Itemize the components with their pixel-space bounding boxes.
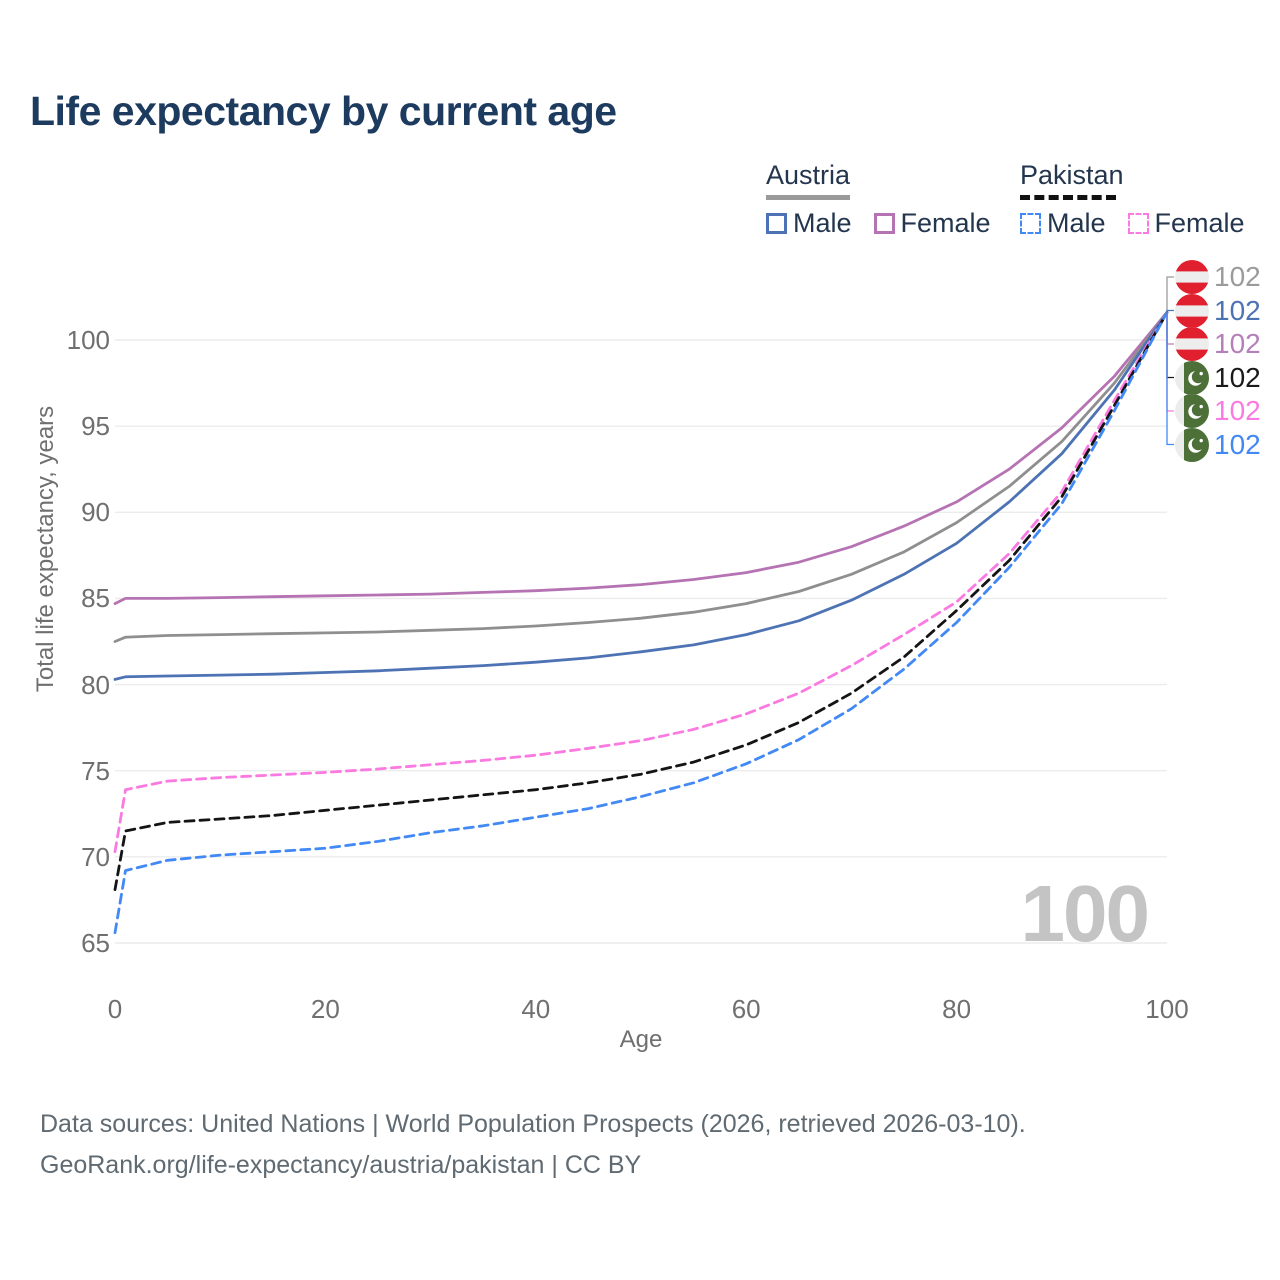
legend-label: Female bbox=[1154, 208, 1245, 238]
y-tick-95: 95 bbox=[81, 411, 110, 442]
series-line-austria[interactable] bbox=[113, 310, 1169, 643]
y-tick-65: 65 bbox=[81, 928, 110, 958]
legend-country-austria[interactable]: Austria bbox=[766, 160, 851, 190]
end-label-value: 102 bbox=[1214, 328, 1261, 359]
legend-items: Male Female bbox=[1020, 208, 1245, 239]
chart-series-lines bbox=[113, 310, 1169, 935]
end-label-value: 102 bbox=[1214, 361, 1261, 393]
legend-swatch[interactable] bbox=[1127, 213, 1149, 234]
pakistan-flag-icon bbox=[1175, 360, 1209, 395]
x-tick-20: 20 bbox=[310, 994, 340, 1024]
legend-label: Male bbox=[1047, 208, 1106, 238]
pakistan-flag-icon bbox=[1175, 394, 1209, 428]
legend-item-pakistan-female[interactable]: Female bbox=[1127, 208, 1245, 239]
x-tick-60: 60 bbox=[731, 994, 761, 1024]
legend-group-pakistan: Pakistan Male Female bbox=[1020, 160, 1245, 239]
austria-flag-icon bbox=[1175, 260, 1209, 294]
legend-item-austria-female[interactable]: Female bbox=[873, 208, 991, 239]
pakistan-flag-icon bbox=[1175, 427, 1209, 462]
y-tick-100: 100 bbox=[66, 325, 110, 355]
series-line-pakistan-female[interactable] bbox=[113, 310, 1169, 854]
legend-dashed-line-sample bbox=[1020, 195, 1116, 200]
legend-solid-line-sample bbox=[766, 195, 850, 200]
legend-label: Male bbox=[793, 208, 852, 238]
end-label-value: 102 bbox=[1214, 261, 1261, 292]
x-tick-100: 100 bbox=[1145, 994, 1189, 1024]
x-axis-title: Age bbox=[619, 1026, 663, 1053]
end-label-row-pakistan: 102 bbox=[1175, 427, 1261, 462]
end-label-row-austria: 102 bbox=[1175, 327, 1261, 361]
legend-label: Female bbox=[900, 208, 991, 238]
legend-country-pakistan[interactable]: Pakistan bbox=[1020, 160, 1124, 190]
legend-items: Male Female bbox=[766, 208, 991, 239]
series-line-austria-male[interactable] bbox=[113, 310, 1169, 681]
y-axis-title: Total life expectancy, years bbox=[32, 405, 59, 693]
legend-swatch[interactable] bbox=[1020, 213, 1041, 234]
austria-flag-icon bbox=[1175, 327, 1209, 361]
end-label-row-austria: 102 bbox=[1175, 293, 1261, 328]
end-label-row-austria: 102 bbox=[1175, 260, 1261, 294]
end-label-value: 102 bbox=[1214, 294, 1261, 326]
end-label-connectors bbox=[1166, 276, 1174, 446]
legend-swatch[interactable] bbox=[766, 213, 787, 234]
y-tick-70: 70 bbox=[81, 841, 110, 872]
series-line-pakistan-male[interactable] bbox=[113, 310, 1169, 935]
series-line-pakistan[interactable] bbox=[113, 310, 1169, 891]
legend-item-pakistan-male[interactable]: Male bbox=[1020, 208, 1106, 239]
y-tick-80: 80 bbox=[81, 669, 110, 700]
gridlines bbox=[115, 339, 1167, 944]
attribution-footer: Data sources: United Nations | World Pop… bbox=[40, 1104, 1026, 1186]
page-title: Life expectancy by current age bbox=[30, 88, 617, 134]
series-line-austria-female[interactable] bbox=[113, 310, 1169, 605]
legend-swatch[interactable] bbox=[873, 213, 895, 234]
x-tick-80: 80 bbox=[942, 994, 972, 1024]
legend-item-austria-male[interactable]: Male bbox=[766, 208, 852, 239]
legend-group-austria: Austria Male Female bbox=[766, 160, 991, 239]
y-tick-75: 75 bbox=[81, 755, 110, 786]
y-tick-90: 90 bbox=[81, 497, 110, 528]
y-tick-85: 85 bbox=[81, 583, 110, 614]
end-label-row-pakistan: 102 bbox=[1175, 394, 1261, 428]
end-label-value: 102 bbox=[1214, 395, 1261, 426]
x-tick-40: 40 bbox=[521, 994, 551, 1024]
austria-flag-icon bbox=[1175, 293, 1209, 328]
end-label-value: 102 bbox=[1214, 428, 1261, 460]
x-tick-0: 0 bbox=[107, 994, 123, 1024]
data-sources-text: Data sources: United Nations | World Pop… bbox=[40, 1110, 1026, 1138]
source-url-text: GeoRank.org/life-expectancy/austria/paki… bbox=[40, 1151, 642, 1179]
end-label-row-pakistan: 102 bbox=[1175, 360, 1261, 395]
